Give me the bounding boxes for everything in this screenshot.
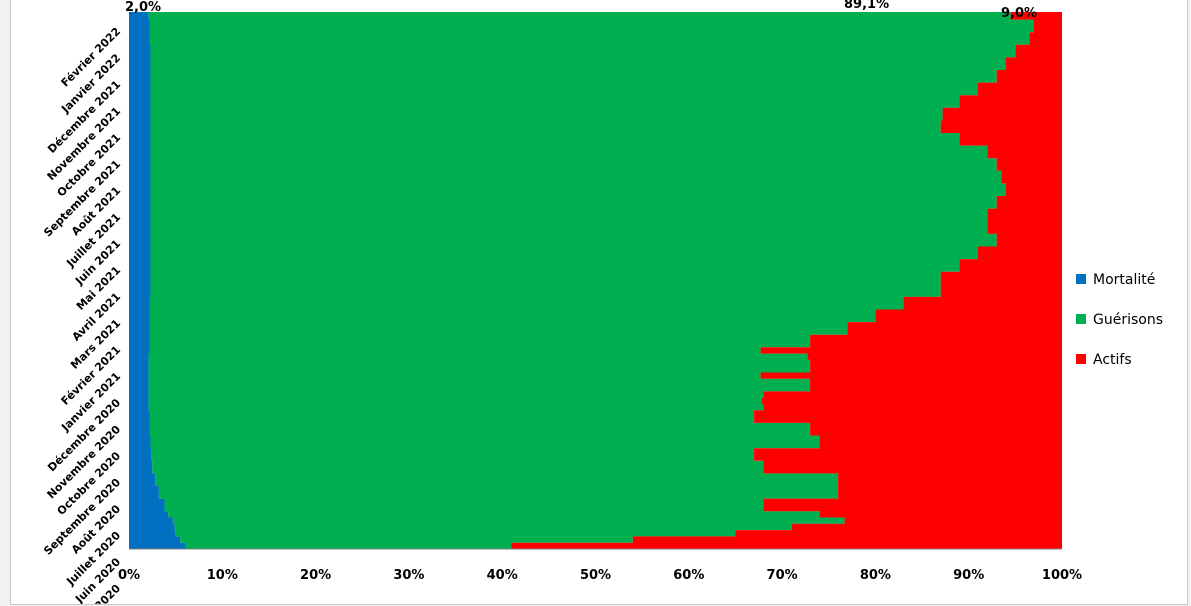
- x-tick-label: 60%: [673, 568, 704, 583]
- x-tick-label: 0%: [118, 568, 140, 583]
- legend-swatch: [1076, 274, 1086, 284]
- top-label-guerisons: 89,1%: [844, 0, 889, 12]
- x-tick-label: 10%: [207, 568, 238, 583]
- area-guérisons: [147, 12, 1034, 549]
- legend-label: Actifs: [1093, 352, 1132, 368]
- x-tick-label: 70%: [767, 568, 798, 583]
- x-tick-label: 30%: [393, 568, 424, 583]
- top-label-actifs: 9,0%: [1001, 6, 1037, 21]
- area-mortalité: [129, 12, 186, 549]
- chart-svg: 0% 10% 20% 30% 40% 50% 60% 70% 80% 90% 100% Mai 20…: [41, 0, 1163, 604]
- chart-frame: 0% 10% 20% 30% 40% 50% 60% 70% 80% 90% 100% Mai 20…: [10, 0, 1188, 605]
- top-label-mortalite: 2,0%: [125, 0, 161, 15]
- chart-legend: Mortalité Guérisons Actifs: [1076, 272, 1163, 368]
- x-tick-label: 40%: [487, 568, 518, 583]
- legend-label: Mortalité: [1093, 272, 1155, 288]
- x-tick-label: 50%: [580, 568, 611, 583]
- x-tick-label: 80%: [860, 568, 891, 583]
- plot-areas: [129, 12, 1062, 550]
- legend-swatch: [1076, 314, 1086, 324]
- legend-swatch: [1076, 354, 1086, 364]
- x-tick-label: 90%: [953, 568, 984, 583]
- x-axis-ticks: 0% 10% 20% 30% 40% 50% 60% 70% 80% 90% 100%: [118, 568, 1082, 583]
- x-tick-label: 100%: [1042, 568, 1082, 583]
- area-actifs: [511, 12, 1062, 549]
- legend-label: Guérisons: [1093, 312, 1163, 328]
- x-tick-label: 20%: [300, 568, 331, 583]
